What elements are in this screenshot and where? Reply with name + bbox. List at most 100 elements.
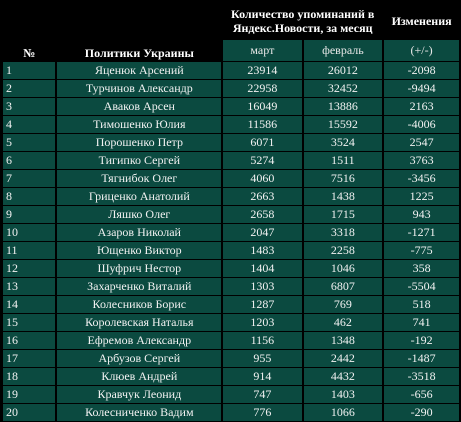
table-row: 9 Ляшко Олег 2658 1715 943 [3,206,459,223]
table-row: 10 Азаров Николай 2047 3318 -1271 [3,224,459,241]
cell-march: 747 [223,386,302,403]
cell-change: -1487 [384,350,459,367]
cell-name: Яценюк Арсений [57,62,222,79]
cell-march: 4060 [223,170,302,187]
table-row: 6 Тигипко Сергей 5274 1511 3763 [3,152,459,169]
cell-name: Гриценко Анатолий [57,188,222,205]
header-row-top: № Политики Украины Количество упоминаний… [3,2,459,61]
cell-change: 3763 [384,152,459,169]
cell-february: 2258 [303,242,383,259]
cell-change: -5504 [384,278,459,295]
cell-name: Колесниченко Вадим [57,404,222,421]
cell-num: 13 [3,278,56,295]
cell-march: 1156 [223,332,302,349]
cell-march: 16049 [223,98,302,115]
cell-february: 1348 [303,332,383,349]
cell-march: 1483 [223,242,302,259]
table-row: 7 Тягнибок Олег 4060 7516 -3456 [3,170,459,187]
cell-name: Азаров Николай [57,224,222,241]
cell-name: Арбузов Сергей [57,350,222,367]
cell-num: 1 [3,62,56,79]
cell-change: 2163 [384,98,459,115]
cell-name: Аваков Арсен [57,98,222,115]
cell-num: 10 [3,224,56,241]
cell-february: 13886 [303,98,383,115]
cell-february: 769 [303,296,383,313]
cell-name: Тимошенко Юлия [57,116,222,133]
cell-num: 11 [3,242,56,259]
cell-february: 7516 [303,170,383,187]
cell-march: 1404 [223,260,302,277]
cell-change: -3456 [384,170,459,187]
cell-february: 1066 [303,404,383,421]
cell-february: 3318 [303,224,383,241]
cell-change: 358 [384,260,459,277]
cell-march: 23914 [223,62,302,79]
cell-change: 2547 [384,134,459,151]
cell-march: 2047 [223,224,302,241]
cell-num: 12 [3,260,56,277]
cell-change: -3518 [384,368,459,385]
cell-march: 6071 [223,134,302,151]
cell-change: -290 [384,404,459,421]
table-row: 16 Ефремов Александр 1156 1348 -192 [3,332,459,349]
table-body: 1 Яценюк Арсений 23914 26012 -2098 2 Турчинов… [3,62,459,421]
cell-february: 4432 [303,368,383,385]
cell-num: 20 [3,404,56,421]
table-row: 13 Захарченко Виталий 1303 6807 -5504 [3,278,459,295]
cell-march: 22958 [223,80,302,97]
table-row: 2 Турчинов Александр 22958 32452 -9494 [3,80,459,97]
cell-num: 2 [3,80,56,97]
cell-february: 32452 [303,80,383,97]
table-row: 3 Аваков Арсен 16049 13886 2163 [3,98,459,115]
table-row: 14 Колесников Борис 1287 769 518 [3,296,459,313]
cell-num: 7 [3,170,56,187]
header-mentions: Количество упоминаний в Яндекс.Новости, … [223,2,383,39]
table-row: 12 Шуфрич Нестор 1404 1046 358 [3,260,459,277]
cell-num: 4 [3,116,56,133]
cell-name: Королевская Наталья [57,314,222,331]
cell-change: 943 [384,206,459,223]
cell-march: 2663 [223,188,302,205]
cell-change: -1271 [384,224,459,241]
cell-name: Шуфрич Нестор [57,260,222,277]
cell-name: Тягнибок Олег [57,170,222,187]
table-row: 19 Кравчук Леонид 747 1403 -656 [3,386,459,403]
cell-num: 8 [3,188,56,205]
cell-num: 9 [3,206,56,223]
table-row: 17 Арбузов Сергей 955 2442 -1487 [3,350,459,367]
table-row: 18 Клюев Андрей 914 4432 -3518 [3,368,459,385]
cell-name: Порошенко Петр [57,134,222,151]
table-row: 11 Ющенко Виктор 1483 2258 -775 [3,242,459,259]
table-row: 5 Порошенко Петр 6071 3524 2547 [3,134,459,151]
cell-february: 26012 [303,62,383,79]
cell-change: -9494 [384,80,459,97]
cell-change: -656 [384,386,459,403]
cell-march: 776 [223,404,302,421]
cell-name: Тигипко Сергей [57,152,222,169]
cell-change: -775 [384,242,459,259]
cell-february: 2442 [303,350,383,367]
table-row: 8 Гриценко Анатолий 2663 1438 1225 [3,188,459,205]
cell-num: 6 [3,152,56,169]
cell-february: 15592 [303,116,383,133]
cell-march: 1287 [223,296,302,313]
cell-march: 5274 [223,152,302,169]
table-row: 20 Колесниченко Вадим 776 1066 -290 [3,404,459,421]
cell-num: 3 [3,98,56,115]
cell-num: 18 [3,368,56,385]
table-row: 15 Королевская Наталья 1203 462 741 [3,314,459,331]
cell-march: 1303 [223,278,302,295]
table-row: 1 Яценюк Арсений 23914 26012 -2098 [3,62,459,79]
cell-num: 14 [3,296,56,313]
cell-february: 1438 [303,188,383,205]
cell-march: 914 [223,368,302,385]
cell-change: 741 [384,314,459,331]
header-change-unit: (+/-) [384,40,459,61]
cell-february: 6807 [303,278,383,295]
cell-name: Захарченко Виталий [57,278,222,295]
header-march: март [223,40,302,61]
cell-march: 955 [223,350,302,367]
cell-march: 2658 [223,206,302,223]
